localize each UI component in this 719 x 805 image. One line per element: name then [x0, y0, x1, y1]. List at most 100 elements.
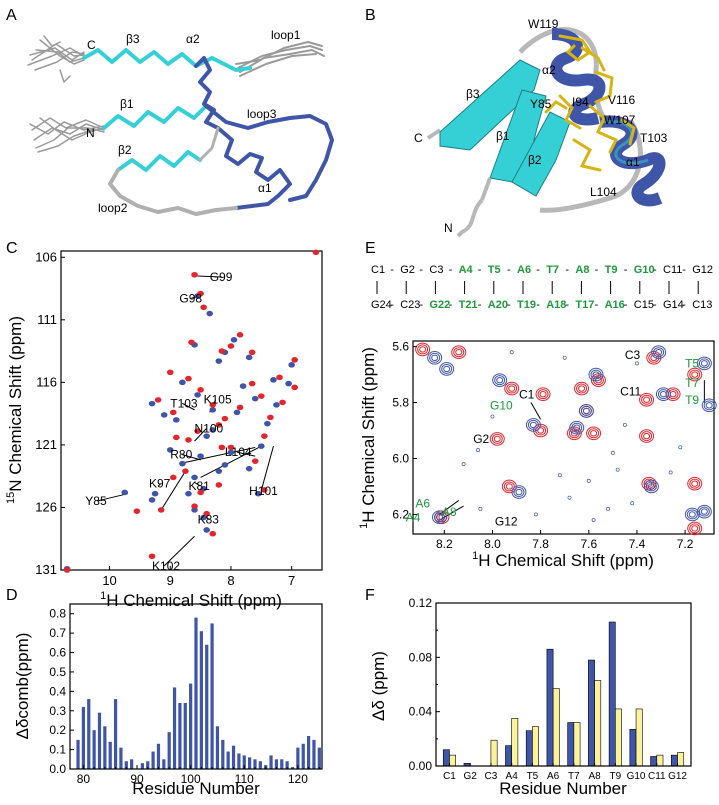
- panel-d-bar: [146, 761, 150, 769]
- panel-e-ylabel-text: H Chemical Shift (ppm): [359, 347, 378, 523]
- seq-bottom-base: T19: [517, 299, 536, 311]
- panel-c-leader: [160, 470, 186, 511]
- contour-ring: [503, 481, 515, 492]
- peak-bound: [267, 414, 274, 421]
- panel-e-residue-label: C1: [519, 387, 535, 401]
- panel-f-bar-yellow: [656, 754, 664, 767]
- panel-d-bar: [237, 753, 241, 769]
- panel-c-ytick-label: 121: [35, 437, 57, 452]
- seq-dash: -: [682, 264, 686, 276]
- label-a-loop3: loop3: [247, 107, 277, 121]
- contour-ring: [455, 348, 463, 356]
- contour-ring: [641, 394, 653, 405]
- panel-d-bar: [87, 699, 91, 769]
- seq-top-base: A4: [459, 264, 474, 276]
- panel-d-bar: [258, 761, 262, 769]
- label-b-t103: T103: [640, 131, 668, 145]
- label-b-alpha2: α2: [542, 63, 556, 77]
- panel-d-bar: [183, 703, 187, 769]
- panel-d-bars: [76, 617, 321, 769]
- panel-f-ylabel: Δδ (ppm): [369, 651, 388, 721]
- panel-f-bar-yellow: [532, 726, 539, 767]
- contour-ring: [698, 358, 710, 369]
- panel-c-residue-label: N100: [195, 421, 224, 435]
- label-b-l104: L104: [590, 185, 617, 199]
- contour-ring: [696, 356, 712, 371]
- peak-bound: [133, 508, 141, 515]
- seq-bottom-base: C15: [634, 299, 654, 311]
- peak-free: [239, 383, 247, 389]
- panel-c-residue-label: K83: [198, 513, 220, 527]
- peak-bound: [185, 437, 192, 443]
- contour-ring: [578, 385, 586, 392]
- peak-bound: [276, 374, 283, 381]
- peak-free: [209, 407, 217, 413]
- seq-dash: -: [507, 299, 511, 311]
- peak-bound: [261, 487, 268, 493]
- contour-ring: [431, 510, 447, 525]
- contour-ring: [643, 396, 651, 403]
- peak-free: [166, 447, 174, 453]
- contour-ring: [492, 373, 508, 387]
- seq-top-base: C3: [429, 264, 443, 276]
- panel-c-residue-label: L104: [225, 445, 252, 459]
- panel-e-residue-label: A8: [442, 505, 457, 519]
- peak-bound: [248, 380, 256, 387]
- contour-ring: [535, 387, 551, 401]
- panel-f-plot: C1 G2 C3 A4 T5 A6 T7 A8 T9 G10 C11 G12 0.00 0.04 0.08 0…: [369, 596, 692, 798]
- contour-free: [687, 367, 703, 382]
- seq-bottom-base: G14: [663, 299, 684, 311]
- peak-free: [288, 362, 295, 368]
- panel-e-residue-label: G10: [490, 399, 513, 413]
- seq-dash: -: [624, 264, 628, 276]
- panel-e-minor-contour: [490, 414, 495, 419]
- peak-free: [185, 490, 192, 497]
- contour-bound: [696, 504, 712, 519]
- contour-bound: [578, 404, 594, 418]
- contour-ring: [657, 389, 669, 400]
- contour-ring: [590, 369, 602, 380]
- label-b-c: C: [414, 131, 423, 145]
- peak-bound: [169, 474, 177, 481]
- contour-bound: [701, 398, 717, 413]
- panel-e-residue-label: A4: [406, 510, 421, 524]
- seq-top-base: T9: [605, 264, 618, 276]
- seq-dash: -: [536, 299, 540, 311]
- label-b-beta2: β2: [528, 153, 542, 167]
- panel-e-xlabel: 1H Chemical Shift (ppm): [472, 550, 654, 570]
- panel-letter-b: B: [365, 7, 376, 24]
- panel-d-frame: [69, 603, 323, 770]
- panel-d-ticks: 0.0 0.1 0.2 0.3 0.4 0.5 0.6 0.7 0.8 80 90 100 110 120: [49, 607, 320, 786]
- contour-ring: [489, 432, 505, 446]
- panel-e-residue-label: A6: [415, 496, 430, 510]
- contour-free: [687, 476, 703, 491]
- panel-d-bar: [97, 712, 102, 769]
- panel-e-ytick-label: 5.6: [392, 340, 409, 354]
- panel-d-bar: [189, 683, 193, 769]
- panel-d-bar: [317, 747, 321, 769]
- label-b-v116: V116: [608, 93, 635, 107]
- seq-bottom-base: A18: [546, 299, 566, 311]
- contour-free: [415, 342, 431, 357]
- alpha2-helix: [194, 56, 220, 130]
- contour-free: [535, 387, 551, 401]
- seq-top-base: A8: [575, 264, 589, 276]
- panel-e-xlabel-sup: 1: [472, 550, 478, 562]
- alpha2-ribbon: [550, 28, 606, 126]
- panel-d-bar: [199, 631, 203, 769]
- panel-e-plot: 8.2 8.0 7.8 7.6 7.4 7.25.65.86.06.2 C3T5T7T9C…: [358, 340, 717, 570]
- contour-ring: [659, 390, 667, 398]
- contour-ring: [643, 432, 651, 440]
- panel-e-residue-label: T5: [685, 357, 699, 371]
- contour-ring: [687, 476, 703, 491]
- contour-ring: [655, 387, 671, 401]
- panel-e-minor-contour: [557, 473, 562, 478]
- panel-d-bar: [151, 751, 155, 769]
- contour-ring: [687, 521, 703, 536]
- panel-d-bar: [210, 623, 214, 769]
- panel-e-leader: [530, 402, 542, 420]
- panel-e-ylabel: 1H Chemical Shift (ppm): [358, 347, 378, 529]
- seq-top-base: C11: [663, 264, 682, 276]
- contour-free: [574, 381, 590, 396]
- panel-e-minor-contour: [610, 450, 615, 455]
